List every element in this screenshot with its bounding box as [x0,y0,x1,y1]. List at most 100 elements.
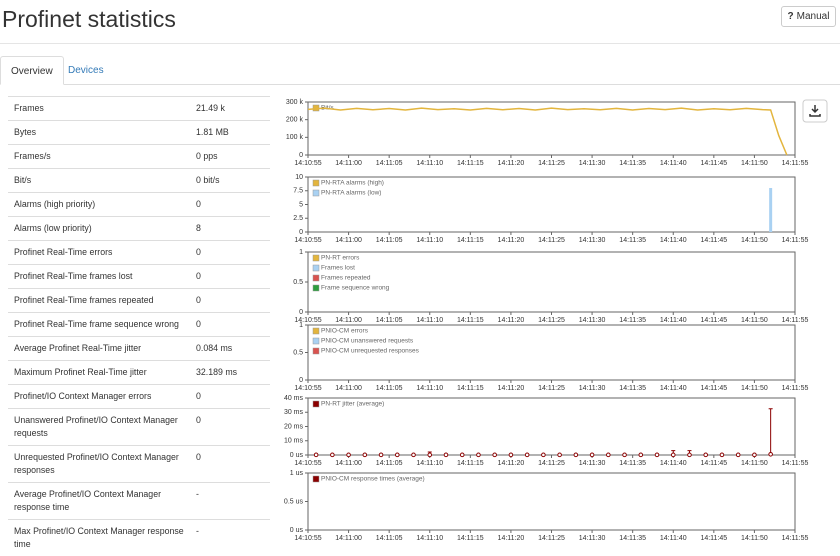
x-tick-label: 14:11:10 [416,385,443,392]
stats-label: Profinet Real-Time frames repeated [14,295,154,305]
x-tick-label: 14:11:15 [457,160,484,167]
legend-label: PNIO-CM response times (average) [321,476,425,483]
legend-swatch [312,254,320,262]
x-tick-label: 14:11:30 [579,317,606,324]
x-tick-label: 14:11:20 [498,385,525,392]
stats-label: Average Profinet/IO Context Manager resp… [14,489,162,512]
stats-label: Frames/s [14,151,51,161]
y-tick-label: 2.5 [293,215,303,222]
legend-swatch [312,327,320,335]
x-tick-label: 14:11:05 [376,317,403,324]
x-tick-label: 14:11:15 [457,460,484,467]
x-tick-label: 14:11:45 [700,535,727,542]
stats-row: Average Profinet Real-Time jitter 0.084 m… [8,336,270,360]
legend-label: Frame sequence wrong [321,285,390,292]
stats-label: Bit/s [14,175,32,185]
y-tick-label: 100 k [286,134,304,141]
x-tick-label: 14:10:55 [294,317,321,324]
legend-swatch [312,189,320,197]
stats-label: Profinet/IO Context Manager errors [14,391,152,401]
legend-swatch [312,347,320,355]
y-tick-label: 1 us [290,470,304,477]
x-tick-label: 14:11:50 [741,317,768,324]
legend-swatch [312,179,320,187]
stats-row: Frames/s 0 pps [8,144,270,168]
x-tick-label: 14:10:55 [294,535,321,542]
stats-value: 0 bit/s [196,175,220,185]
x-tick-label: 14:11:05 [376,460,403,467]
charts: 0 100 k 200 k 300 k 14:10:55 14:11:00 14:11:05… [284,99,828,542]
x-tick-label: 14:11:20 [498,460,525,467]
stats-value: 21.49 k [196,103,225,113]
x-tick-label: 14:11:40 [660,317,687,324]
point [541,452,546,458]
legend-label: PNIO-CM errors [321,328,369,335]
stats-row: Bytes 1.81 MB [8,120,270,144]
y-tick-label: 1 [299,249,303,256]
legend-label: PNIO-CM unrequested responses [321,348,420,355]
x-tick-label: 14:11:05 [376,385,403,392]
y-tick-label: 5 [299,201,303,208]
tab-devices[interactable]: Devices [68,65,104,76]
stats-label: Profinet Real-Time frames lost [14,271,133,281]
stats-row: Unrequested Profinet/IO Context Manager … [8,445,270,482]
x-tick-label: 14:11:40 [660,160,687,167]
plot-frame [307,324,796,381]
x-tick-label: 14:11:15 [457,385,484,392]
y-tick-label: 0 [299,152,303,159]
line [307,107,788,156]
stats-row: Alarms (high priority) 0 [8,192,270,216]
stats-value: - [196,489,199,499]
x-tick-label: 14:11:25 [538,317,565,324]
stats-value: 32.189 ms [196,367,238,377]
point [638,452,644,458]
y-tick-label: 300 k [286,99,304,106]
y-tick-label: 0.5 us [284,498,304,505]
point [330,452,335,458]
x-tick-label: 14:11:35 [619,317,646,324]
tab-overview[interactable]: Overview [0,56,64,85]
x-tick-label: 14:11:50 [741,160,768,167]
manual-label: Manual [796,11,830,22]
y-tick-label: 0.5 [293,349,303,356]
point [670,452,676,458]
stats-row: Profinet/IO Context Manager errors 0 [8,384,270,408]
y-tick-label: 10 ms [284,438,304,445]
x-tick-label: 14:11:30 [579,237,606,244]
point [687,452,692,458]
stats-value: 1.81 MB [196,127,229,137]
stats-row: Bit/s 0 bit/s [8,168,270,192]
legend-swatch [312,400,320,408]
legend-label: PN-RTA alarms (high) [321,180,384,187]
point [752,452,757,458]
divider [0,43,840,44]
x-tick-label: 14:11:40 [660,237,687,244]
x-tick-label: 14:11:05 [376,535,403,542]
x-tick-label: 14:11:30 [579,160,606,167]
x-tick-label: 14:11:30 [579,535,606,542]
point [411,452,416,458]
legend-label: PN-RTA alarms (low) [321,190,381,197]
stats-value: 0.084 ms [196,343,233,353]
x-tick-label: 14:11:45 [700,160,727,167]
stats-value: 0 [196,295,201,305]
stats-label: Profinet Real-Time errors [14,247,113,257]
y-tick-label: 0 us [290,452,304,459]
stats-label: Average Profinet Real-Time jitter [14,343,142,353]
point [459,452,465,458]
download-button[interactable] [802,99,828,123]
point [492,452,497,458]
legend-swatch [312,264,320,272]
y-tick-label: 7.5 [293,188,303,195]
stats-value: - [196,526,199,536]
x-tick-label: 14:11:55 [782,385,809,392]
stats-label: Bytes [14,127,37,137]
x-tick-label: 14:11:25 [538,460,565,467]
manual-button[interactable]: ? Manual [781,6,836,27]
x-tick-label: 14:11:55 [782,535,809,542]
stats-row: Frames 21.49 k [8,96,270,120]
x-tick-label: 14:11:45 [700,460,727,467]
point [606,452,611,458]
x-tick-label: 14:11:55 [782,460,809,467]
x-tick-label: 14:11:15 [457,535,484,542]
